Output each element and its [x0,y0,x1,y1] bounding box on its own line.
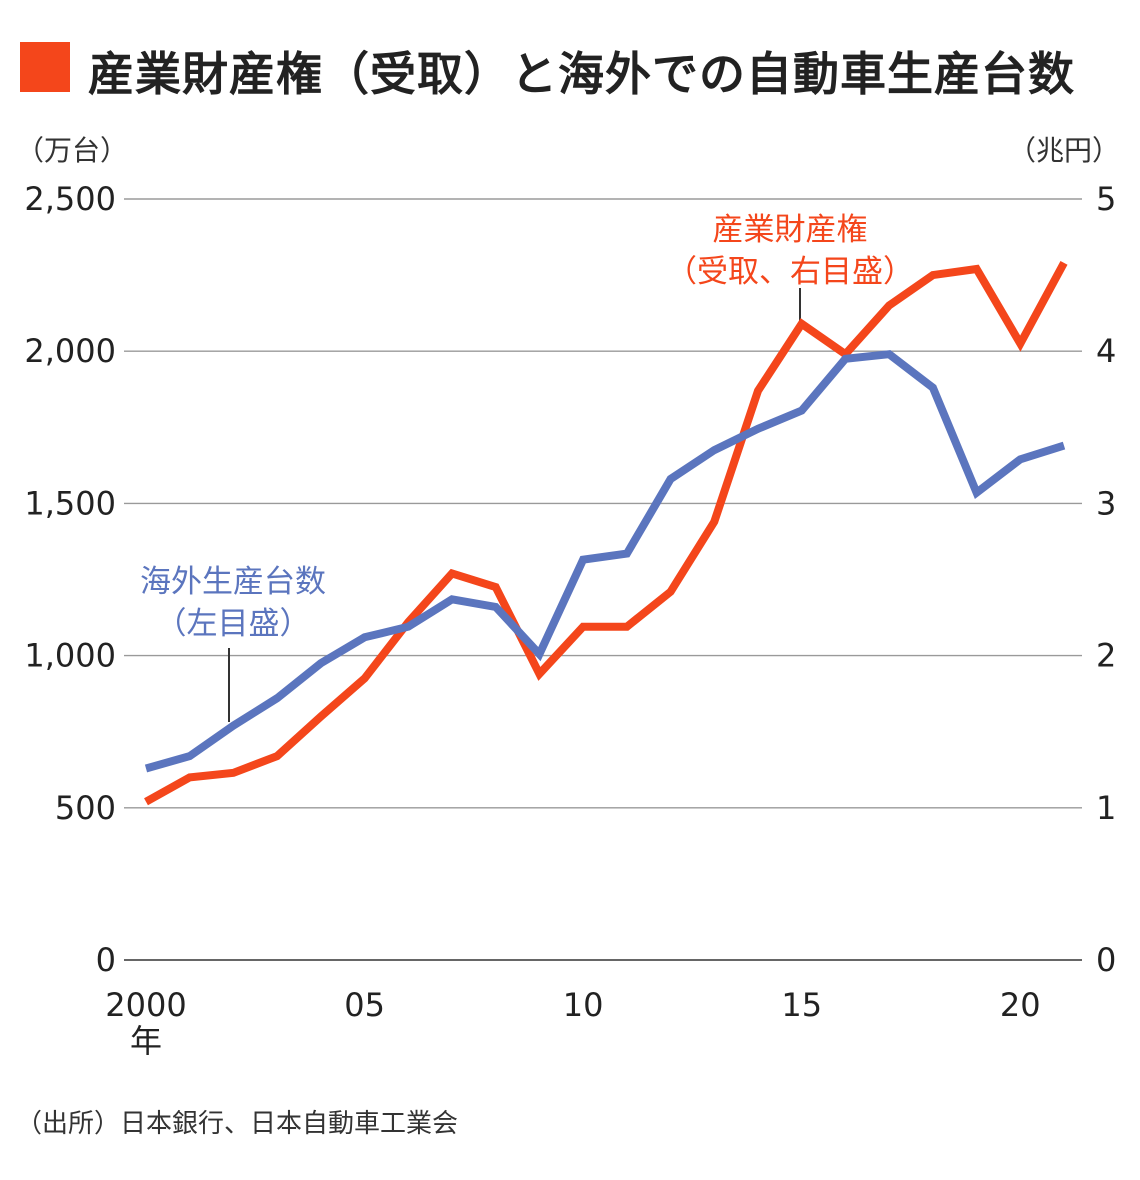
royalty-annotation-line1: 産業財産権 [713,212,868,248]
x-tick-sublabel: 年 [130,1022,162,1060]
left-tick-label: 500 [55,789,116,827]
production-series-line [144,350,1066,773]
annotation-leaders [228,288,801,722]
source-note: （出所）日本銀行、日本自動車工業会 [16,1109,458,1139]
right-axis-unit: （兆円） [1008,134,1120,167]
right-tick-label: 3 [1096,484,1116,522]
left-tick-label: 1,500 [24,484,116,522]
series-lines [144,260,1068,806]
royalty-annotation-line2: （受取、右目盛） [666,254,914,290]
chart-title: 産業財産権（受取）と海外での自動車生産台数 [88,47,1075,101]
left-tick-label: 1,000 [24,637,116,675]
right-tick-label: 0 [1096,941,1116,979]
x-tick-label: 10 [563,986,604,1024]
right-tick-label: 1 [1096,789,1116,827]
x-tick-label: 05 [344,986,385,1024]
production-annotation-line1: 海外生産台数 [140,564,326,600]
x-tick-label: 15 [781,986,822,1024]
gridlines [124,198,1082,961]
right-tick-label: 4 [1096,332,1116,370]
x-tick-label: 20 [1000,986,1041,1024]
x-tick-label: 2000 [105,986,186,1024]
title-accent-square [20,42,70,92]
right-tick-label: 2 [1096,637,1116,675]
left-axis-unit: （万台） [16,134,128,167]
series-annotations: 産業財産権 （受取、右目盛） 海外生産台数 （左目盛） [140,212,914,642]
left-tick-label: 0 [96,941,116,979]
royalty-series-line [144,260,1068,806]
production-annotation-line2: （左目盛） [156,606,311,642]
left-tick-label: 2,000 [24,332,116,370]
right-tick-label: 5 [1096,180,1116,218]
left-tick-label: 2,500 [24,180,116,218]
